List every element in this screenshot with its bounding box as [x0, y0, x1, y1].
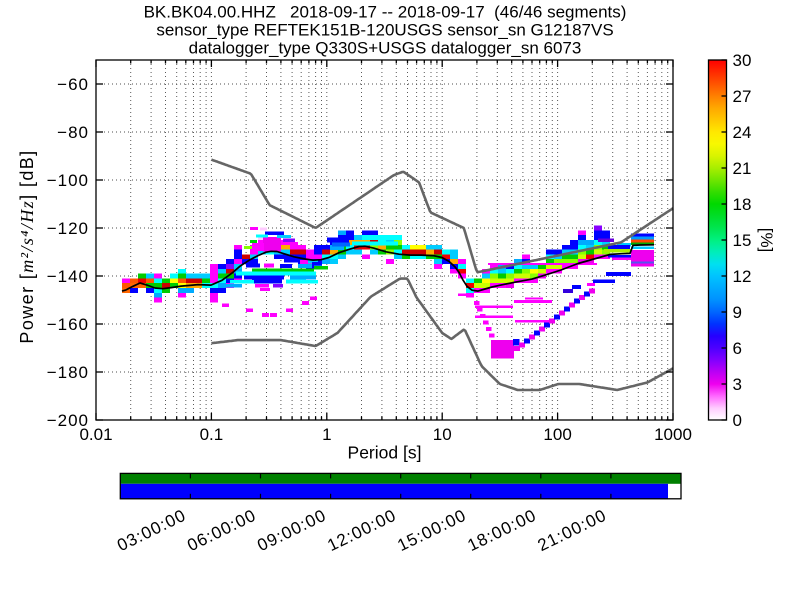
svg-text:1000: 1000: [654, 425, 692, 444]
svg-text:−200: −200: [47, 411, 89, 430]
svg-text:−140: −140: [47, 267, 89, 286]
svg-text:0.1: 0.1: [200, 425, 224, 444]
svg-text:0.01: 0.01: [79, 425, 112, 444]
svg-text:−100: −100: [47, 171, 89, 190]
svg-text:100: 100: [543, 425, 571, 444]
svg-text:−60: −60: [57, 75, 89, 94]
svg-text:6: 6: [733, 339, 742, 358]
svg-text:0: 0: [733, 411, 742, 430]
svg-text:−120: −120: [47, 219, 89, 238]
svg-text:15: 15: [733, 231, 752, 250]
svg-text:27: 27: [733, 87, 752, 106]
svg-text:−80: −80: [57, 123, 89, 142]
svg-text:−160: −160: [47, 315, 89, 334]
svg-text:24: 24: [733, 123, 752, 142]
svg-text:sensor_type REFTEK151B-120USGS: sensor_type REFTEK151B-120USGS sensor_sn…: [156, 21, 613, 40]
svg-text:30: 30: [733, 51, 752, 70]
svg-text:12: 12: [733, 267, 752, 286]
svg-text:Power [m²/s⁴/Hz] [dB]: Power [m²/s⁴/Hz] [dB]: [17, 149, 37, 343]
svg-text:10: 10: [433, 425, 452, 444]
svg-text:18: 18: [733, 195, 752, 214]
svg-text:3: 3: [733, 375, 742, 394]
svg-text:1: 1: [322, 425, 331, 444]
svg-text:9: 9: [733, 303, 742, 322]
svg-text:Period [s]: Period [s]: [348, 443, 422, 463]
svg-text:[%]: [%]: [757, 228, 776, 253]
svg-text:−180: −180: [47, 363, 89, 382]
svg-text:21: 21: [733, 159, 752, 178]
svg-text:datalogger_type Q330S+USGS dat: datalogger_type Q330S+USGS datalogger_sn…: [189, 39, 582, 58]
svg-text:BK.BK04.00.HHZ 2018-09-17 --: BK.BK04.00.HHZ 2018-09-17 -- 2018-09-17 …: [144, 3, 627, 22]
